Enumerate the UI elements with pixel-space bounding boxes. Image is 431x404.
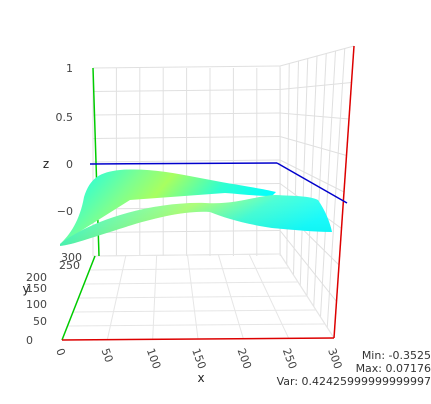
x-tick-label: 100	[144, 347, 163, 371]
x-axis-line-bottom	[61, 337, 335, 341]
z-zero-line	[89, 162, 278, 165]
y-tick-label: 250	[59, 259, 80, 272]
grid-floor-yline	[67, 323, 326, 327]
y-axis-title: y	[22, 282, 29, 296]
surface-mesh	[60, 169, 332, 246]
grid-floor-yline	[83, 281, 299, 285]
grid-back-hline	[92, 65, 281, 69]
x-tick-label: 50	[99, 347, 116, 365]
grid-back-hline	[92, 89, 281, 92]
z-tick-label: 1	[66, 62, 73, 75]
z-tick-labels: 1 0.5 0 −0	[56, 62, 74, 218]
y-tick-label: 150	[26, 282, 47, 295]
grid-back-hline	[92, 230, 281, 233]
grid-back-hline	[92, 112, 281, 116]
z-zero-line-diag	[276, 162, 348, 204]
y-tick-label: 300	[61, 251, 82, 264]
stats-min: Min: -0.3525	[361, 349, 431, 362]
grid-right-hline	[279, 82, 352, 90]
x-axis-title: x	[197, 371, 204, 385]
x-tick-label: 200	[235, 347, 254, 371]
grid-right-hline	[279, 45, 355, 67]
stats-box: Min: -0.3525 Max: 0.07176 Var: 0.4242599…	[277, 349, 431, 388]
stats-max: Max: 0.07176	[355, 362, 431, 375]
grid-right-hline	[279, 159, 345, 193]
y-tick-label: 50	[33, 315, 47, 328]
grid-right-hline	[279, 112, 350, 120]
grid-floor-yline	[89, 267, 290, 271]
stats-var: Var: 0.42425999999999997	[276, 375, 431, 388]
grid-floor-yline	[94, 253, 281, 257]
z-tick-label: 0.5	[56, 111, 74, 124]
y-axis-line	[61, 255, 96, 341]
y-tick-label: 0	[26, 334, 33, 347]
grid-back-hline	[92, 159, 281, 163]
grid-back-hline	[92, 136, 281, 139]
x-tick-label: 150	[189, 347, 208, 371]
surface-shading	[60, 195, 332, 246]
z-tick-label: −0	[57, 205, 73, 218]
z-tick-label: 0	[66, 158, 73, 171]
grid-right-hline	[279, 136, 347, 156]
x-axis-line-right	[333, 45, 355, 339]
y-tick-label: 100	[26, 298, 47, 311]
z-axis-title: z	[43, 157, 49, 171]
grid-floor-yline	[78, 295, 308, 299]
grid-floor-yline	[72, 309, 317, 313]
grid-floor	[61, 253, 335, 341]
x-tick-label: 0	[53, 347, 68, 358]
grid-right-wall	[279, 45, 355, 339]
surface-back-sheet	[60, 169, 276, 244]
grid-right-hline	[279, 230, 337, 302]
y-tick-label: 200	[26, 271, 47, 284]
